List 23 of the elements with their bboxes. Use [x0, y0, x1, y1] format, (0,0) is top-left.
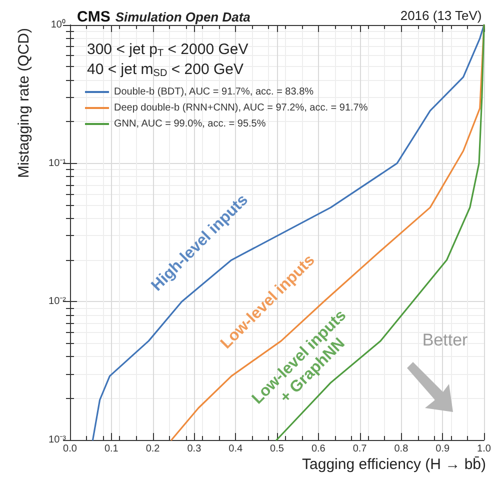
y-tick-label: 10⁻² [48, 296, 67, 308]
legend-label: GNN, AUC = 99.0%, acc. = 95.5% [114, 118, 266, 130]
x-tick-label: 0.5 [270, 444, 284, 454]
legend-label: Double-b (BDT), AUC = 91.7%, acc. = 83.8% [114, 86, 314, 98]
x-tick-label: 0.1 [104, 444, 119, 454]
y-tick-label: 10⁰ [50, 18, 66, 30]
x-tick-label: 0.6 [311, 444, 326, 454]
x-tick-label: 0.4 [228, 444, 243, 454]
x-tick-label: 0.0 [63, 444, 78, 454]
chart-subtitle: 2016 (13 TeV) [400, 8, 482, 23]
x-tick-label: 0.9 [436, 444, 450, 454]
x-tick-label: 0.8 [394, 444, 409, 454]
annotation: Better [422, 330, 468, 350]
x-tick-label: 0.2 [146, 444, 160, 454]
y-tick-label: 10⁻³ [48, 434, 67, 446]
legend-label: Deep double-b (RNN+CNN), AUC = 97.2%, acc. = 91.7% [114, 102, 368, 114]
x-tick-label: 0.7 [352, 444, 368, 454]
x-tick-label: 0.3 [187, 444, 202, 454]
x-tick-label: 1.0 [477, 444, 492, 454]
x-axis-title: Tagging efficiency (H → bb̄) [302, 456, 486, 473]
y-tick-label: 10⁻¹ [48, 158, 67, 169]
y-axis-title: Mistagging rate (QCD) [16, 28, 32, 178]
chart-title: CMS Simulation Open Data [77, 8, 250, 26]
